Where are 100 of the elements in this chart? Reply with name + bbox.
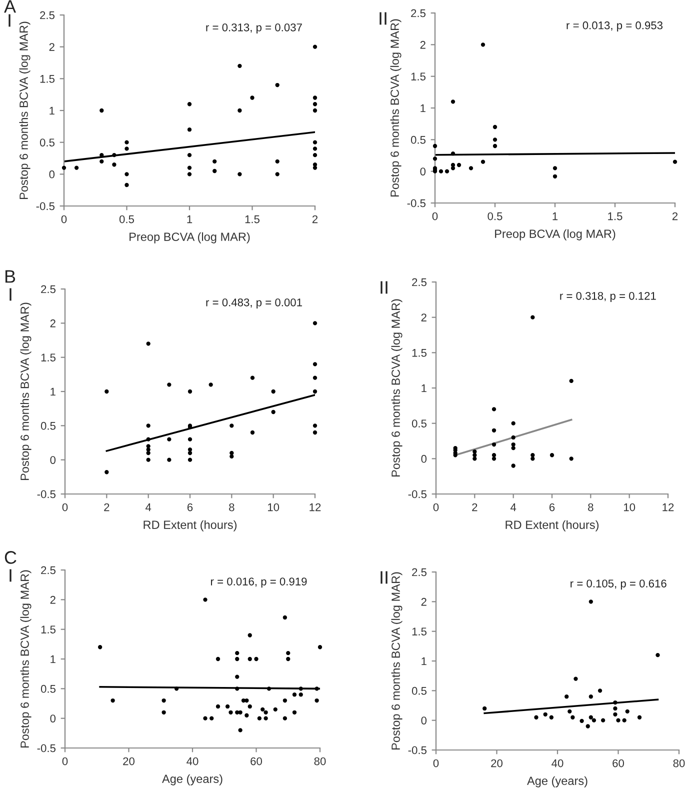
x-tick-label: 80: [673, 759, 685, 768]
y-tick-label: 2: [421, 314, 426, 322]
point: [250, 376, 255, 380]
point: [480, 160, 486, 164]
y-tick-label: 2: [50, 596, 56, 604]
y-tick-label: -0.5: [37, 490, 56, 498]
point: [238, 64, 242, 68]
text: r = 0.318, p = 0.121: [560, 292, 656, 302]
point: [613, 712, 618, 716]
point: [167, 458, 172, 462]
point: [275, 82, 280, 88]
point: [472, 450, 477, 454]
point: [187, 152, 192, 158]
y-axis-title: Postop 6 months BCVA (log MAR): [20, 570, 32, 748]
point: [569, 456, 574, 461]
x-tick-label: 2: [312, 215, 318, 224]
x-tick-label: 40: [186, 757, 198, 766]
point: [104, 470, 109, 474]
point: [549, 715, 554, 720]
point: [238, 710, 242, 714]
point: [318, 645, 322, 650]
point: [112, 152, 116, 158]
y-tick-label: 1.5: [40, 75, 55, 83]
point: [550, 453, 554, 458]
point: [450, 100, 456, 104]
point: [586, 724, 590, 728]
point: [600, 718, 606, 722]
point: [656, 652, 660, 658]
y-tick-label: 0.5: [40, 684, 56, 693]
x-tick-label: 2: [104, 503, 110, 512]
point: [298, 686, 303, 691]
point: [492, 407, 496, 412]
point: [312, 44, 318, 49]
point: [216, 656, 220, 662]
chart-title: II: [380, 281, 388, 294]
point: [616, 718, 620, 722]
x-tick-label: 12: [310, 503, 321, 512]
x-tick-label: 0: [433, 759, 439, 768]
point: [511, 442, 516, 447]
point: [511, 421, 516, 426]
y-tick-label: 0.5: [410, 136, 426, 144]
y-axis-title: Postop 6 months BCVA (log MAR): [391, 572, 402, 750]
point: [235, 656, 240, 662]
text: r = 0.013, p = 0.953: [566, 21, 663, 32]
point: [212, 159, 217, 164]
y-tick-label: 2.5: [41, 285, 56, 294]
point: [314, 686, 319, 691]
point: [250, 430, 255, 435]
point: [312, 108, 318, 113]
y-tick-label: 1.5: [411, 72, 426, 80]
point: [480, 42, 486, 47]
point: [244, 713, 249, 718]
text: r = 0.105, p = 0.616: [570, 580, 666, 590]
x-tick-label: 80: [314, 757, 326, 766]
x-tick-label: 20: [491, 759, 502, 768]
point: [238, 728, 242, 732]
point: [167, 382, 172, 387]
y-tick-label: -0.5: [408, 490, 427, 498]
x-tick-label: 1.5: [245, 215, 260, 224]
point: [286, 656, 290, 662]
chart-title: I: [10, 288, 12, 301]
point: [482, 706, 487, 711]
y-tick-label: 1: [50, 106, 54, 115]
x-tick-label: 0.5: [488, 212, 502, 220]
point: [456, 162, 462, 168]
point: [472, 456, 477, 461]
point: [216, 704, 220, 709]
text: r = 0.313, p = 0.037: [206, 23, 302, 34]
x-tick-label: 4: [510, 503, 516, 512]
x-tick-label: 40: [552, 759, 564, 768]
point: [534, 715, 538, 720]
point: [238, 172, 242, 176]
point: [100, 108, 104, 113]
point: [167, 437, 172, 442]
point: [312, 424, 318, 428]
point: [569, 378, 574, 384]
point: [444, 169, 450, 174]
point: [238, 108, 242, 113]
chart-title: II: [380, 12, 386, 25]
point: [574, 676, 578, 681]
point: [298, 692, 303, 697]
text: B: [5, 270, 16, 283]
x-tick-label: 60: [250, 757, 262, 766]
point: [271, 410, 276, 414]
x-tick-label: 1: [187, 215, 192, 224]
y-tick-label: 2.5: [412, 278, 427, 286]
point: [530, 315, 535, 320]
point: [174, 686, 179, 691]
y-tick-label: -0.5: [407, 199, 426, 208]
point: [210, 716, 214, 720]
x-tick-label: 2: [672, 212, 678, 220]
x-tick-label: 12: [662, 503, 674, 512]
point: [112, 162, 116, 167]
point: [588, 715, 593, 720]
point: [264, 710, 268, 714]
point: [230, 454, 234, 458]
point: [244, 698, 249, 703]
point: [286, 650, 290, 656]
point: [312, 140, 318, 144]
y-tick-label: 2: [421, 598, 426, 606]
